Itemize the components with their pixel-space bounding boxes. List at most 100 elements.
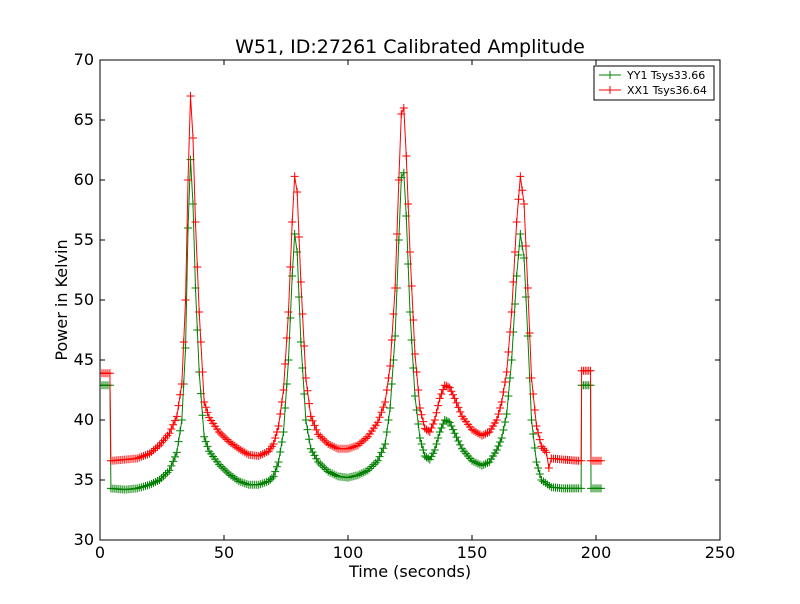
data-point (371, 458, 380, 467)
data-point (525, 329, 534, 337)
data-point (105, 369, 114, 378)
data-point (407, 282, 416, 290)
data-point (305, 399, 314, 408)
series-markers (100, 92, 605, 472)
data-point (412, 368, 421, 376)
data-point (234, 477, 243, 486)
data-point (296, 278, 305, 286)
data-point (452, 398, 461, 407)
data-point (332, 443, 341, 452)
data-point (375, 452, 384, 461)
data-point (429, 420, 438, 428)
data-point (272, 428, 281, 436)
y-tick-label: 55 (74, 230, 94, 249)
data-point (414, 386, 423, 394)
data-point (355, 470, 364, 479)
data-point (217, 429, 226, 438)
data-point (545, 481, 554, 490)
data-point (373, 456, 382, 465)
y-tick-label: 40 (74, 410, 94, 429)
chart-title: W51, ID:27261 Calibrated Amplitude (235, 36, 585, 58)
data-point (381, 440, 390, 448)
data-point (288, 218, 297, 226)
data-point (219, 464, 228, 473)
data-point (258, 479, 267, 488)
data-point (266, 475, 275, 484)
data-point (369, 460, 378, 469)
data-point (361, 434, 370, 443)
data-point (402, 152, 411, 160)
data-point (542, 448, 551, 457)
data-point (447, 422, 456, 430)
data-point (409, 316, 418, 324)
data-point (510, 248, 519, 256)
data-point (189, 134, 197, 142)
data-point (172, 412, 181, 421)
data-point (415, 404, 424, 412)
legend-item: XX1 Tsys36.64 (599, 84, 707, 97)
data-point (326, 440, 335, 449)
data-point (527, 374, 536, 382)
data-point (314, 430, 323, 439)
data-point (161, 470, 170, 479)
series-1 (100, 155, 605, 494)
data-point (440, 416, 449, 424)
data-point (382, 428, 391, 436)
data-point (320, 463, 329, 472)
data-point (506, 374, 515, 382)
data-point (236, 477, 245, 486)
data-point (514, 195, 523, 204)
data-point (442, 416, 451, 425)
data-point (520, 200, 529, 208)
data-point (373, 418, 382, 427)
data-point (186, 92, 195, 100)
data-point (254, 480, 263, 489)
data-point (135, 453, 144, 462)
data-point (432, 408, 441, 417)
data-point (434, 434, 443, 442)
data-point (184, 224, 193, 232)
y-tick-label: 30 (74, 530, 94, 549)
data-point (529, 390, 538, 398)
data-point (365, 464, 374, 473)
data-point (450, 394, 459, 403)
data-point (200, 432, 209, 441)
data-point (267, 474, 276, 482)
data-point (184, 176, 193, 184)
data-point (496, 404, 505, 412)
data-point (203, 442, 212, 451)
data-point (258, 450, 267, 459)
data-point (384, 374, 393, 382)
data-point (367, 462, 376, 471)
data-point (254, 452, 263, 460)
data-point (328, 441, 337, 450)
data-point (139, 482, 148, 491)
data-point (203, 408, 212, 417)
data-point (316, 432, 325, 441)
data-point (516, 172, 525, 181)
data-point (596, 484, 605, 493)
data-point (165, 466, 174, 475)
y-axis-label: Power in Kelvin (52, 239, 71, 360)
data-point (305, 435, 314, 444)
data-point (147, 447, 156, 456)
data-point (414, 420, 423, 428)
data-point (326, 468, 335, 477)
data-point (155, 476, 164, 484)
data-point (492, 446, 501, 454)
data-point (456, 407, 465, 416)
data-point (394, 236, 403, 244)
data-point (544, 464, 553, 472)
data-point (318, 434, 327, 443)
data-point (429, 449, 438, 458)
data-point (375, 413, 384, 422)
data-point (392, 230, 401, 238)
data-point (452, 433, 461, 442)
data-point (537, 442, 546, 451)
data-point (262, 448, 271, 457)
data-point (386, 404, 395, 412)
data-point (195, 308, 204, 316)
data-point (532, 458, 541, 466)
data-point (577, 484, 586, 493)
data-point (437, 424, 446, 432)
